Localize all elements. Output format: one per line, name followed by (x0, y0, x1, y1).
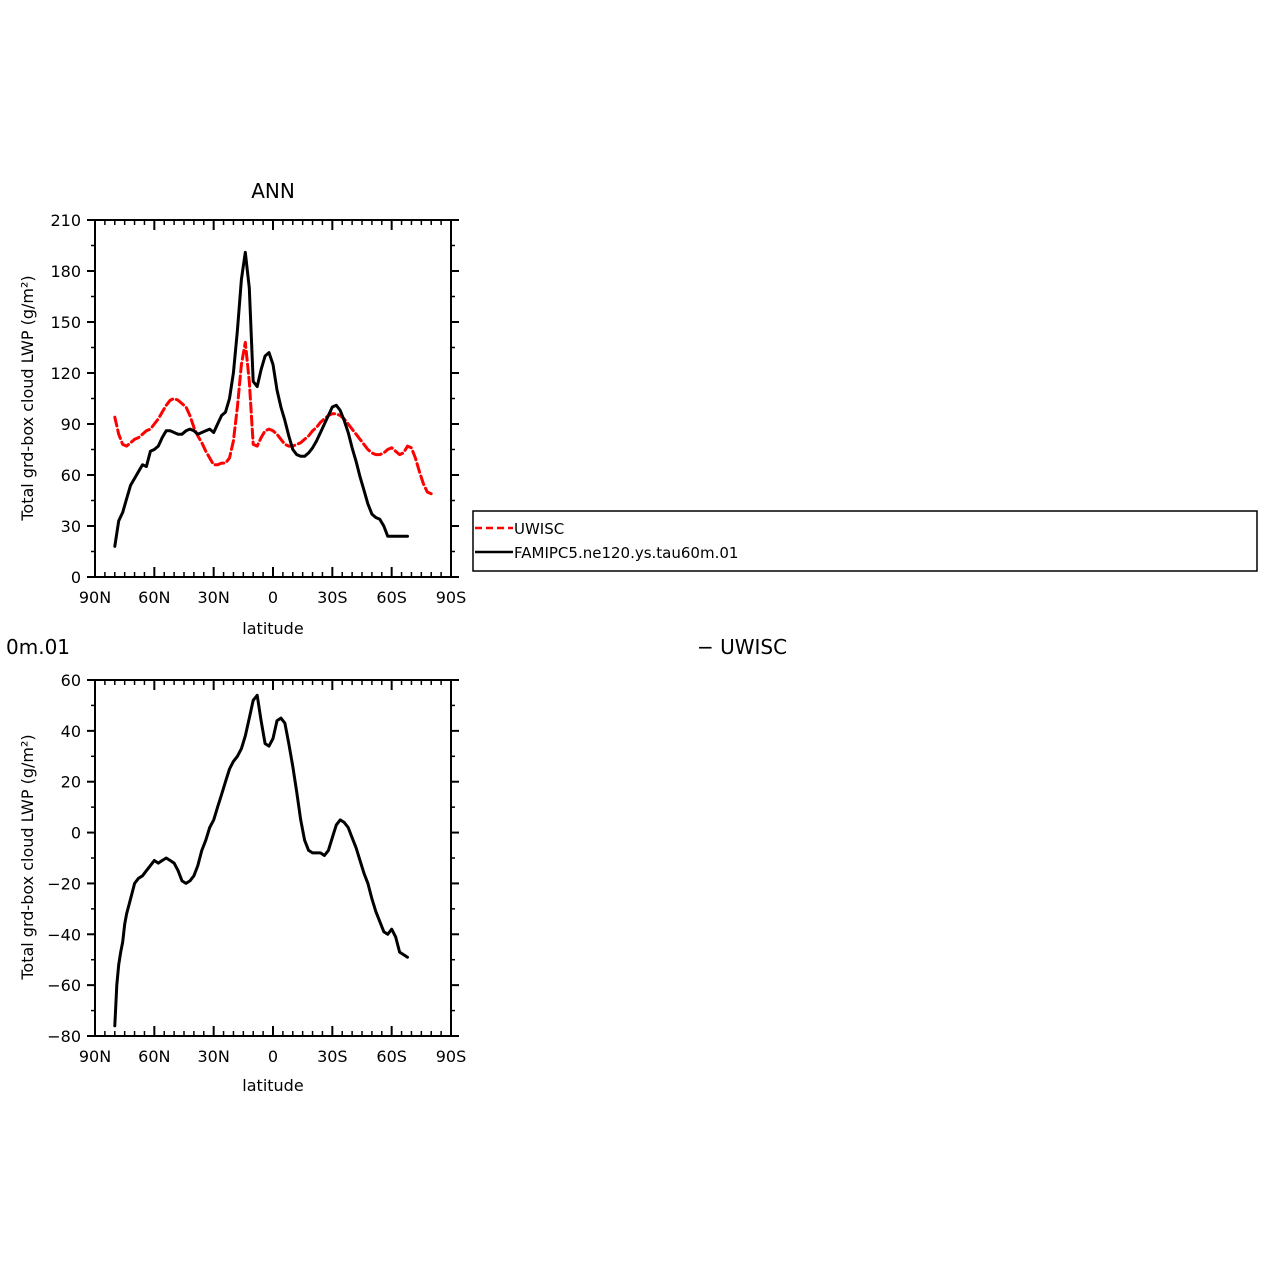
panel2-ytick-label: 20 (61, 773, 81, 792)
panel1-series (113, 250, 433, 548)
panel1-ticks (87, 219, 459, 578)
panel1-xtick-label: 90S (436, 588, 467, 607)
legend-box (472, 510, 1258, 572)
panel2-line-series-0 (113, 693, 409, 1028)
panel1-ytick-label: 60 (61, 466, 81, 485)
panel1-ytick-label: 0 (71, 568, 81, 587)
legend-label-famipc5: FAMIPC5.ne120.ys.tau60m.01 (514, 544, 738, 562)
panel1-xtick-label: 0 (268, 588, 278, 607)
panel2-ylabel: Total grd-box cloud LWP (g/m²) (18, 734, 37, 980)
panel1-y-tick-labels: 0 30 60 90 120 150 180 210 (50, 211, 81, 587)
panel2-x-tick-labels: 90N 60N 30N 0 30S 60S 90S (79, 1047, 466, 1066)
panel1-ytick-label: 90 (61, 415, 81, 434)
panel1-line-uwisc (113, 340, 433, 496)
panel1-xtick-label: 90N (79, 588, 111, 607)
panel1-ytick-label: 30 (61, 517, 81, 536)
panel1-ytick-label: 150 (50, 313, 81, 332)
panel2-ytick-label: −80 (47, 1027, 81, 1046)
panel2-xtick-label: 30S (317, 1047, 348, 1066)
panel2-ytick-label: 40 (61, 722, 81, 741)
panel2-title-right: − UWISC (697, 635, 787, 659)
panel2-xtick-label: 60N (138, 1047, 170, 1066)
panel1-title: ANN (251, 179, 295, 203)
panel2-ticks (87, 679, 459, 1037)
panel2-y-tick-labels: −80 −60 −40 −20 0 20 40 60 (47, 671, 81, 1046)
panel1-xlabel: latitude (242, 619, 303, 638)
legend: UWISC FAMIPC5.ne120.ys.tau60m.01 (472, 510, 1258, 572)
legend-label-uwisc: UWISC (514, 520, 564, 538)
panel2-ytick-label: −60 (47, 976, 81, 995)
panel1-xtick-label: 30N (198, 588, 230, 607)
panel2-xtick-label: 0 (268, 1047, 278, 1066)
panel2-ytick-label: 60 (61, 671, 81, 690)
panel2-title-left: 0m.01 (6, 635, 70, 659)
panel2-xtick-label: 90S (436, 1047, 467, 1066)
panel2-xtick-label: 60S (376, 1047, 407, 1066)
panel1-ytick-label: 120 (50, 364, 81, 383)
panel1-ytick-label: 210 (50, 211, 81, 230)
panel1-xtick-label: 30S (317, 588, 348, 607)
panel2-ytick-label: −20 (47, 874, 81, 893)
panel2-ytick-label: 0 (71, 824, 81, 843)
panel1-ylabel: Total grd-box cloud LWP (g/m²) (18, 275, 37, 521)
panel1-xtick-label: 60S (376, 588, 407, 607)
panel2-xtick-label: 90N (79, 1047, 111, 1066)
panel2-xlabel: latitude (242, 1076, 303, 1095)
panel2-xtick-label: 30N (198, 1047, 230, 1066)
panel2-series (113, 693, 409, 1028)
top-panel: ANN Total grd-box cloud LWP (g/m²) latit… (18, 179, 466, 638)
panel1-x-tick-labels: 90N 60N 30N 0 30S 60S 90S (79, 588, 466, 607)
panel1-line-famipc5-ne120-ys-tau60m-01 (113, 250, 409, 548)
bottom-panel: 0m.01 − UWISC Total grd-box cloud LWP (g… (6, 635, 787, 1095)
panel2-ytick-label: −40 (47, 925, 81, 944)
panel1-plot-frame (94, 219, 452, 578)
panel1-xtick-label: 60N (138, 588, 170, 607)
panel1-ytick-label: 180 (50, 262, 81, 281)
